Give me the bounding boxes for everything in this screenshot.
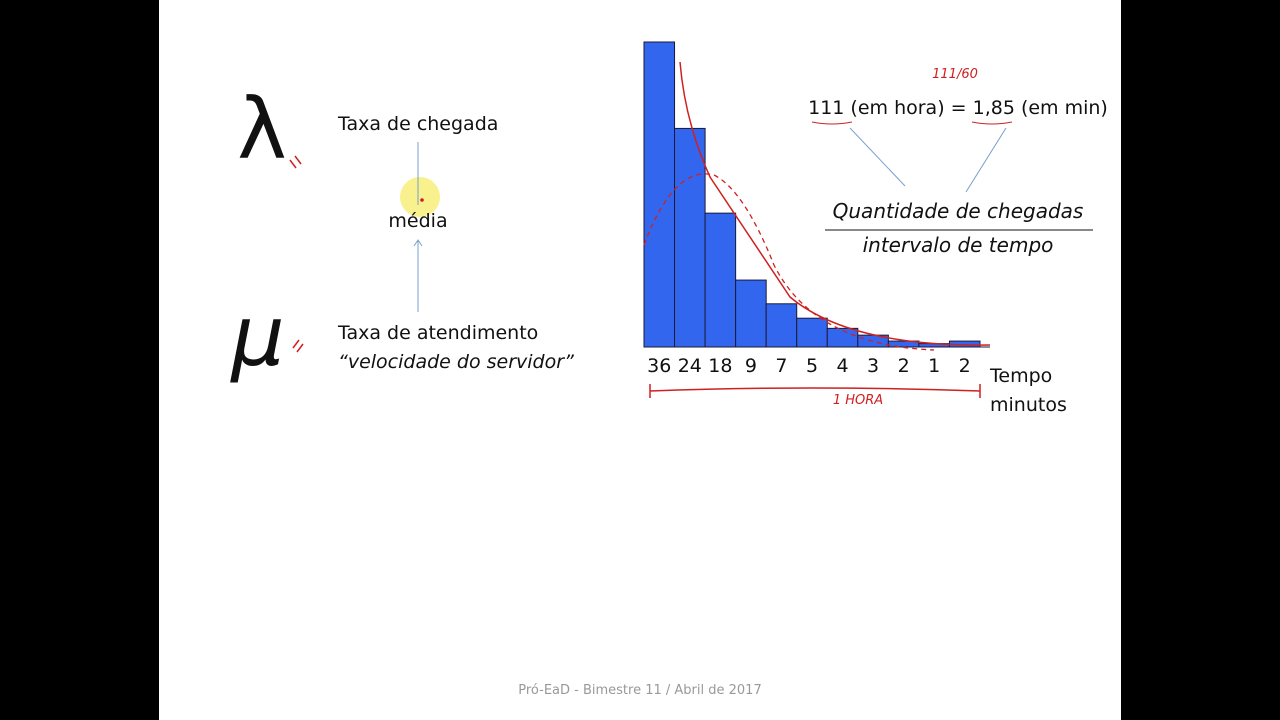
x-tick-label: 1 (928, 355, 940, 377)
x-tick-label: 24 (678, 355, 702, 377)
bar (735, 279, 767, 348)
underline (811, 121, 1013, 125)
x-tick-label: 36 (647, 355, 671, 377)
lambda-symbol: λ (237, 80, 287, 178)
x-label-line: Tempo (989, 365, 1052, 387)
arrow-head (413, 239, 423, 247)
bracket (649, 384, 981, 398)
fitted-curve (679, 61, 991, 346)
mean-label: média (388, 210, 447, 232)
service-rate: Taxa de atendimento (337, 322, 538, 344)
bar (826, 327, 859, 348)
bar (704, 212, 737, 348)
rate-note: 111 (em hora) = 1,85 (em min) (808, 97, 1108, 119)
bar (796, 317, 828, 348)
x-tick-label: 3 (867, 355, 879, 377)
slide (159, 0, 1121, 720)
arrival-rate: Taxa de chegada (337, 113, 498, 135)
x-tick-label: 2 (959, 355, 971, 377)
arrow (965, 127, 1007, 193)
x-tick-label: 4 (836, 355, 848, 377)
bar (765, 303, 798, 348)
arrow (849, 127, 906, 187)
server-speed: “velocidade do servidor” (338, 351, 574, 373)
cursor-dot (420, 198, 424, 202)
handwritten-marks (289, 155, 304, 353)
histogram: 36 24 18 9 7 5 4 3 2 1 2 (643, 41, 990, 377)
fraction-numerator: Quantidade de chegadas (833, 199, 1084, 223)
fraction-denominator: intervalo de tempo (863, 233, 1054, 257)
mu-symbol: μ (229, 287, 284, 385)
x-tick-label: 9 (745, 355, 757, 377)
x-tick-label: 5 (806, 355, 818, 377)
handwritten-note: 111/60 (932, 67, 978, 82)
x-tick-label: 18 (708, 355, 732, 377)
bar (674, 127, 706, 348)
cursor-highlight (400, 177, 440, 217)
x-tick-label: 2 (898, 355, 910, 377)
handwritten-bracket-label: 1 HORA (833, 393, 883, 408)
x-label-line: minutos (990, 394, 1067, 416)
x-tick-label: 7 (775, 355, 787, 377)
footer: Pró-EaD - Bimestre 11 / Abril de 2017 (518, 683, 761, 698)
fitted-curve-dashed (643, 173, 935, 351)
